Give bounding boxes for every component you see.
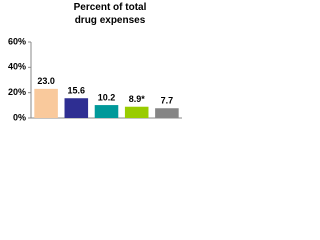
value-label: 15.6 <box>68 86 86 96</box>
value-label: 7.7 <box>161 96 174 106</box>
y-tick-label: 0% <box>13 112 26 122</box>
plot: 0% 20% 40% 60% 23.0 15.6 10.2 8.9* 7.7 <box>8 36 182 122</box>
bar <box>94 105 119 118</box>
chart: Percent of total drug expenses 0% 20% 40% 6… <box>0 0 185 154</box>
y-tick-label: 20% <box>8 87 26 97</box>
bar <box>64 98 89 118</box>
value-label: 8.9* <box>129 94 146 104</box>
value-label: 23.0 <box>37 76 55 86</box>
y-tick-label: 40% <box>8 62 26 72</box>
y-tick-label: 60% <box>8 36 26 46</box>
value-label: 10.2 <box>98 92 116 102</box>
bar <box>34 88 58 118</box>
chart-title: Percent of total drug expenses <box>73 2 147 26</box>
bar <box>155 108 179 118</box>
bar <box>124 106 149 118</box>
